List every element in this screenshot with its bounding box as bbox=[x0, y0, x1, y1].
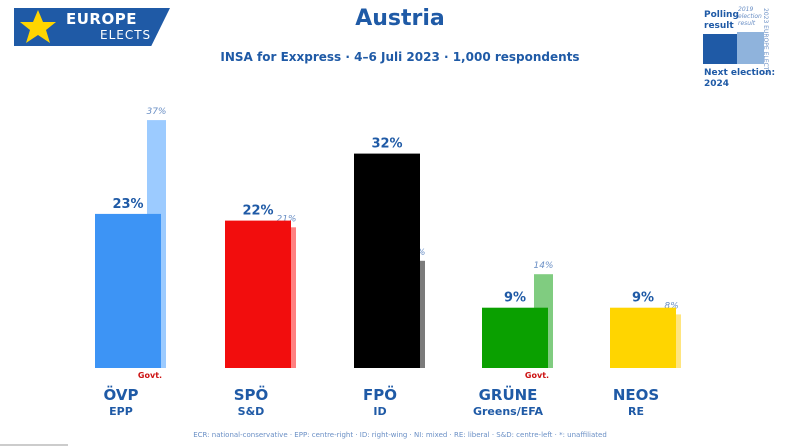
label-poll-grne: 9% bbox=[504, 291, 526, 306]
party-group-neos: RE bbox=[628, 405, 644, 418]
bar-poll-neos bbox=[610, 307, 676, 368]
legend-previous-label: 2019 election result bbox=[738, 6, 762, 27]
label-poll-fp: 32% bbox=[371, 137, 402, 152]
label-poll-vp: 23% bbox=[112, 197, 143, 212]
legend: Polling result 2019 election result 2023… bbox=[700, 4, 780, 94]
star-icon bbox=[20, 10, 56, 43]
label-previous-grne: 14% bbox=[533, 261, 553, 271]
chart-title: Austria bbox=[355, 6, 445, 31]
label-poll-sp: 22% bbox=[242, 204, 273, 219]
party-group-vp: EPP bbox=[109, 405, 133, 418]
govt-label-grne: Govt. bbox=[525, 371, 549, 380]
bar-poll-fp bbox=[354, 153, 420, 368]
bar-poll-grne bbox=[482, 307, 548, 368]
legend-polling-label: Polling result bbox=[704, 10, 739, 31]
label-previous-sp: 21% bbox=[276, 214, 296, 224]
bar-poll-vp bbox=[95, 213, 161, 368]
party-name-neos: NEOS bbox=[613, 386, 659, 404]
party-group-grne: Greens/EFA bbox=[473, 405, 544, 418]
party-name-fp: FPÖ bbox=[363, 385, 397, 404]
legend-next-election: Next election: 2024 bbox=[704, 68, 776, 89]
party-name-grne: GRÜNE bbox=[479, 385, 538, 404]
bar-poll-sp bbox=[225, 220, 291, 368]
chart-subtitle: INSA for Exxpress · 4–6 Juli 2023 · 1,00… bbox=[220, 50, 580, 64]
label-poll-neos: 9% bbox=[632, 291, 654, 306]
party-group-fp: ID bbox=[373, 405, 386, 418]
legend-polling-swatch bbox=[703, 34, 737, 64]
legend-vertical-label: 2023 EUROPE ELECTS bbox=[762, 8, 769, 75]
logo-line-2: ELECTS bbox=[100, 28, 152, 42]
legend-previous-swatch bbox=[737, 32, 764, 64]
party-group-sp: S&D bbox=[238, 405, 265, 418]
logo-line-1: EUROPE bbox=[66, 10, 137, 28]
label-previous-neos: 8% bbox=[664, 301, 678, 311]
party-name-sp: SPÖ bbox=[234, 385, 269, 404]
europe-elects-logo: EUROPE ELECTS bbox=[14, 8, 170, 46]
footer-divider bbox=[0, 444, 68, 446]
footer-note: ECR: national-conservative · EPP: centre… bbox=[193, 431, 607, 439]
label-previous-vp: 37% bbox=[146, 107, 166, 117]
govt-label-vp: Govt. bbox=[138, 371, 162, 380]
party-name-vp: ÖVP bbox=[104, 385, 139, 404]
